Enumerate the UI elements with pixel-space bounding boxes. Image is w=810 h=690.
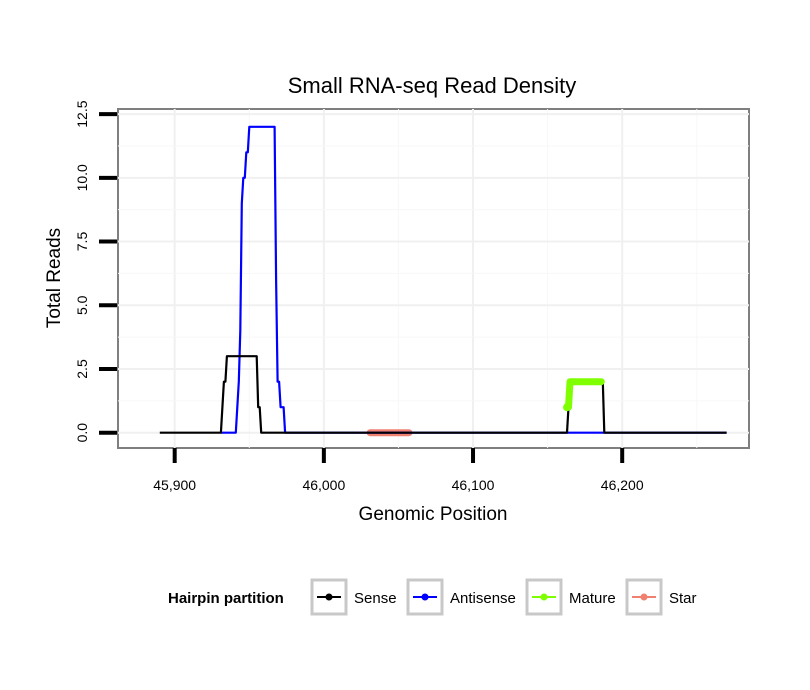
legend-title: Hairpin partition	[168, 590, 284, 607]
series-layer	[159, 125, 727, 437]
y-tick-label: 2.5	[74, 359, 90, 379]
y-axis-title: Total Reads	[44, 228, 65, 328]
legend-dot-sense	[325, 593, 333, 601]
y-tick-label: 12.5	[74, 100, 90, 127]
x-tick-label: 46,100	[452, 477, 495, 493]
legend-label-sense: Sense	[354, 590, 397, 607]
legend-label-mature: Mature	[569, 590, 616, 607]
plot-panel	[117, 108, 750, 449]
legend-dot-mature	[540, 593, 548, 601]
grid-lines	[118, 109, 749, 448]
legend: Hairpin partition Sense Antisense Mature St…	[168, 578, 697, 616]
legend-dot-star	[640, 593, 648, 601]
legend-dot-antisense	[421, 593, 429, 601]
x-axis-title: Genomic Position	[359, 504, 508, 525]
x-tick-label: 45,900	[153, 477, 196, 493]
chart-title: Small RNA-seq Read Density	[288, 73, 577, 98]
series-point-mature	[563, 403, 572, 412]
legend-label-antisense: Antisense	[450, 590, 516, 607]
legend-key-antisense	[406, 578, 444, 616]
legend-label-star: Star	[669, 590, 697, 607]
y-tick-label: 10.0	[74, 164, 90, 191]
y-axis: 0.0 2.5 5.0 7.5 10.0 12.5	[74, 100, 117, 442]
y-tick-label: 0.0	[74, 423, 90, 443]
x-tick-label: 46,200	[601, 477, 644, 493]
series-line-antisense	[220, 125, 727, 434]
y-tick-label: 7.5	[74, 232, 90, 252]
x-tick-label: 46,000	[302, 477, 345, 493]
y-tick-label: 5.0	[74, 295, 90, 315]
x-axis: 45,900 46,000 46,100 46,200	[153, 448, 644, 493]
